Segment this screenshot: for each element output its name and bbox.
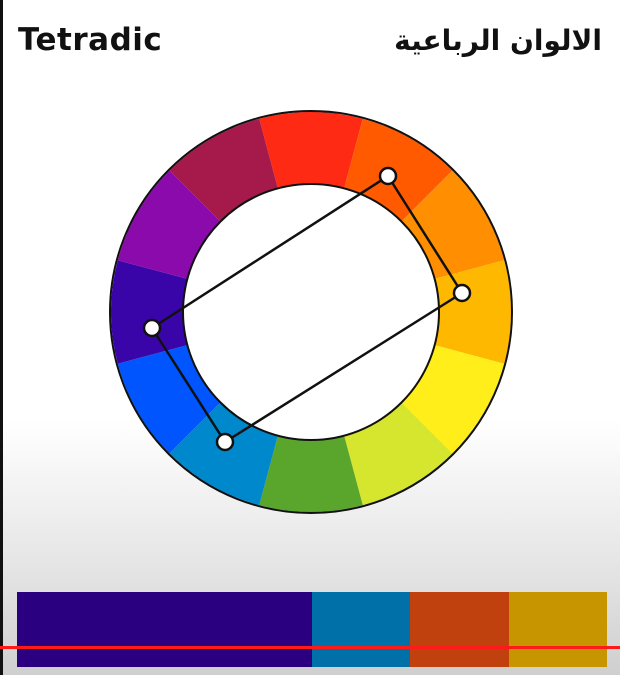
palette-swatch-red-orange	[410, 592, 509, 667]
tetrad-point-handle[interactable]	[142, 318, 162, 338]
title-arabic: الالوان الرباعية	[394, 24, 602, 57]
title-english: Tetradic	[18, 22, 163, 58]
wheel-inner-circle	[182, 183, 440, 441]
palette-swatch-indigo	[17, 592, 312, 667]
palette-swatch-gold	[508, 592, 607, 667]
tetrad-point-handle[interactable]	[452, 283, 472, 303]
wheel-segment	[117, 344, 222, 454]
wheel-segment	[111, 260, 189, 364]
palette-swatch-blue	[312, 592, 411, 667]
wheel-segment	[169, 401, 279, 506]
tetrad-point-handle[interactable]	[378, 166, 398, 186]
color-wheel	[109, 110, 513, 514]
tetrad-rectangle	[142, 166, 472, 452]
wheel-segment	[400, 344, 505, 454]
wheel-segment	[433, 260, 511, 364]
palette-bar	[17, 592, 607, 667]
left-border	[0, 0, 3, 675]
wheel-segment	[343, 401, 453, 506]
wheel-segment	[400, 170, 505, 280]
wheel-segment	[259, 112, 363, 190]
wheel-segment	[169, 118, 279, 223]
wheel-segment	[117, 170, 222, 280]
wheel-segment	[259, 434, 363, 512]
red-underline	[0, 646, 620, 649]
tetrad-point-handle[interactable]	[215, 432, 235, 452]
wheel-outer-ring	[109, 110, 513, 514]
wheel-segment	[343, 118, 453, 223]
wheel-segments	[111, 112, 511, 512]
